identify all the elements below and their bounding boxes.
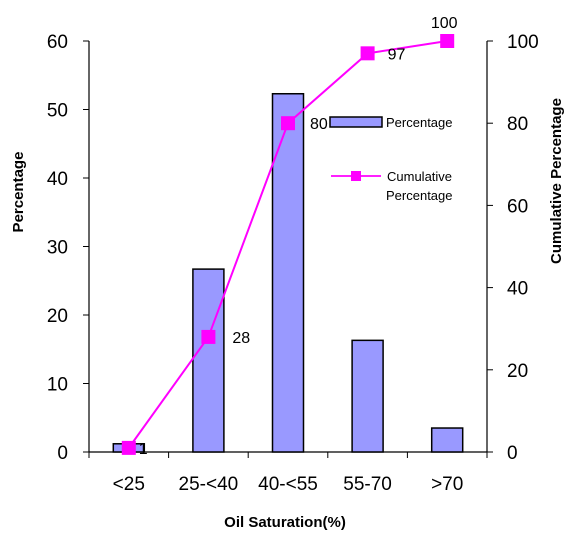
cumulative-point <box>440 34 455 48</box>
y2-tick-label: 40 <box>507 279 528 300</box>
data-label: 80 <box>310 116 328 133</box>
y2-tick-label: 20 <box>507 361 528 382</box>
cumulative-point <box>281 116 295 131</box>
y2-axis-title: Cumulative Percentage <box>548 98 565 264</box>
data-label: 97 <box>388 46 406 63</box>
y2-tick-label: 100 <box>507 32 539 53</box>
y-tick-label: 20 <box>47 306 68 327</box>
bar <box>351 339 384 453</box>
data-label: 28 <box>232 330 250 347</box>
y-tick-label: 60 <box>47 32 68 53</box>
bar <box>271 92 305 453</box>
y2-tick-label: 60 <box>507 196 528 217</box>
cumulative-point <box>201 329 216 344</box>
y2-tick-label: 80 <box>507 114 528 135</box>
plot-area: 0 10 20 30 40 50 60 0 20 40 60 80 100 <25 25-<40 40-<55… <box>47 15 539 495</box>
legend-label-cumulative-line1: Cumulative <box>387 169 452 184</box>
y-tick-label: 0 <box>57 443 68 464</box>
x-axis-title: Oil Saturation(%) <box>224 514 346 531</box>
x-tick-label: <25 <box>113 474 145 495</box>
x-tick-label: 55-70 <box>343 474 392 495</box>
y2-tick-label: 0 <box>507 443 518 464</box>
y-axis-title: Percentage <box>10 152 27 233</box>
y-tick-label: 40 <box>47 169 68 190</box>
x-tick-label: 40-<55 <box>258 474 318 495</box>
x-tick-label: 25-<40 <box>179 474 239 495</box>
x-tick-label: >70 <box>431 474 463 495</box>
bar <box>430 427 464 453</box>
legend: Percentage Cumulative Percentage <box>329 115 453 203</box>
legend-label-cumulative-line2: Percentage <box>386 188 453 203</box>
legend-swatch-percentage <box>329 116 383 128</box>
bar <box>192 268 225 453</box>
cumulative-point <box>360 46 375 61</box>
y-tick-label: 30 <box>47 238 68 259</box>
y-tick-label: 50 <box>47 101 68 122</box>
cumulative-point <box>121 440 136 455</box>
legend-label-percentage: Percentage <box>386 115 453 130</box>
data-label: 100 <box>431 15 458 32</box>
y-tick-label: 10 <box>47 375 68 396</box>
legend-marker-cumulative <box>351 171 361 181</box>
data-label: 1 <box>139 441 148 458</box>
